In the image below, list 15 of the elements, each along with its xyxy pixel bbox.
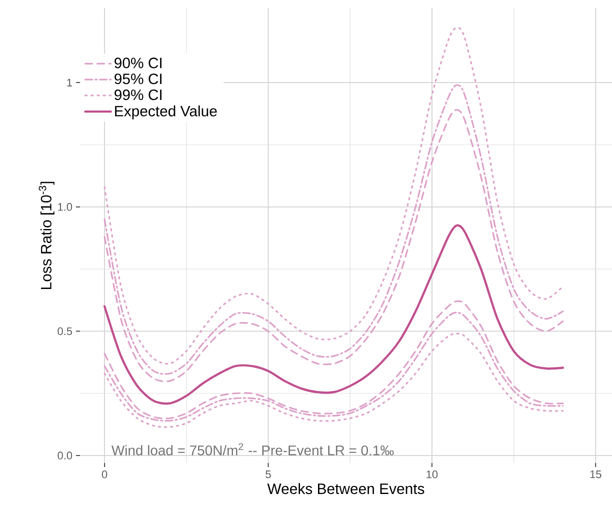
legend-label: 99% CI xyxy=(114,90,162,100)
y-tick-label: 0.5 xyxy=(58,327,72,336)
y-tick-label: 0.0 xyxy=(58,452,72,460)
y-axis-title: Loss Ratio [10$^{-3}$] xyxy=(38,182,54,290)
x-tick-label: 5 xyxy=(266,470,271,478)
legend-label: Expected Value xyxy=(115,105,217,120)
x-tick-label: 10 xyxy=(426,470,438,478)
x-tick-label: 15 xyxy=(590,470,602,478)
annotation: Wind load = 750N/m$^{2}$ -- Pre-Event LR = 0.1‰ xyxy=(112,443,394,456)
legend-label: 95% CI xyxy=(114,74,162,84)
y-tick-label: 1.0 xyxy=(58,203,72,211)
x-tick-label: 0 xyxy=(102,470,108,478)
y-tick-label: 1 xyxy=(67,78,72,86)
legend-label: 90% CI xyxy=(114,58,162,68)
x-axis-title: Weeks Between Events xyxy=(267,483,424,494)
